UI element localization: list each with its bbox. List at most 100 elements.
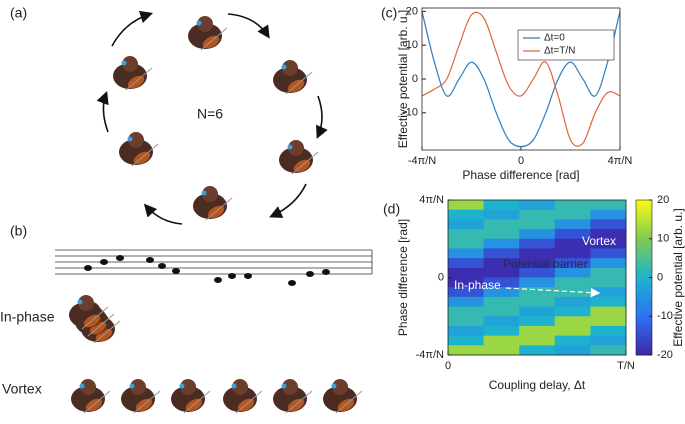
colorbar-step <box>636 215 652 220</box>
heat-cell <box>483 287 520 298</box>
colorbar-step <box>636 219 652 224</box>
heat-cell <box>519 306 556 317</box>
colorbar-step <box>636 312 652 317</box>
colorbar-step <box>636 320 652 325</box>
y-tick-label: 20 <box>406 5 418 17</box>
colorbar-step <box>636 254 652 259</box>
colorbar-step <box>636 351 652 356</box>
heat-cell <box>554 229 591 240</box>
legend-box <box>517 29 615 61</box>
colorbar-step <box>636 250 652 255</box>
heat-cell <box>590 335 627 346</box>
heat-cell <box>554 248 591 259</box>
heat-cell <box>554 287 591 298</box>
colorbar-tick-label: 10 <box>657 233 669 245</box>
heat-cell <box>483 238 520 249</box>
colorbar-step <box>636 281 652 286</box>
heat-cell <box>519 258 556 269</box>
colorbar-step <box>636 203 652 209</box>
annotation-arrow <box>505 287 601 298</box>
heat-cell <box>590 325 627 337</box>
heat-cell <box>519 296 556 308</box>
annotation: Potential barrier <box>503 257 588 271</box>
heat-cell <box>519 209 556 220</box>
y-tick-label: 0 <box>412 73 418 85</box>
heat-cell <box>519 316 556 327</box>
x-axis-label: Coupling delay, Δt <box>489 378 586 392</box>
panel-label: (a) <box>10 5 27 21</box>
heat-cell <box>448 316 485 327</box>
colorbar-label: Effective potential [arb. u.] <box>671 208 685 347</box>
heat-cell <box>448 258 485 269</box>
heat-cell <box>554 345 591 356</box>
colorbar-step <box>636 347 652 352</box>
colorbar-step <box>636 277 652 282</box>
x-tick-label: -4π/N <box>408 155 436 167</box>
heat-cell <box>448 219 485 230</box>
heat-cell <box>483 335 520 346</box>
heat-cell <box>448 277 485 288</box>
heat-cell <box>448 229 485 240</box>
heat-cell <box>483 316 520 327</box>
heat-cell <box>590 267 627 278</box>
colorbar-step <box>636 296 652 302</box>
heat-cell <box>590 238 627 249</box>
ring-count: N=6 <box>197 106 223 122</box>
heat-cell <box>554 267 591 278</box>
colorbar-step <box>636 339 652 344</box>
colorbar-step <box>636 316 652 321</box>
colorbar-tick-label: 0 <box>657 271 663 283</box>
heat-cell <box>590 277 627 288</box>
colorbar-step <box>636 289 652 294</box>
heat-cell <box>554 238 591 249</box>
heat-cell <box>483 248 520 259</box>
heat-cell <box>519 277 556 288</box>
heat-cell <box>519 229 556 240</box>
colorbar-step <box>636 262 652 267</box>
heat-cell <box>483 229 520 240</box>
heat-cell <box>519 325 556 337</box>
heat-cell <box>519 238 556 249</box>
heat-cell <box>554 306 591 317</box>
line-series <box>421 11 621 148</box>
heat-cell <box>448 209 485 220</box>
colorbar-step <box>636 273 652 278</box>
y-tick-label: 0 <box>438 271 444 283</box>
notes <box>84 255 330 286</box>
heat-cell <box>483 345 520 356</box>
heat-cell <box>448 287 485 298</box>
heat-cell <box>519 248 556 259</box>
x-tick-label: T/N <box>617 360 635 372</box>
colorbar-step <box>636 211 652 216</box>
colorbar-step <box>636 335 652 340</box>
colorbar-step <box>636 258 652 263</box>
heat-cell <box>483 258 520 269</box>
heat-cell <box>554 296 591 308</box>
heat-cell <box>448 335 485 346</box>
colorbar-step <box>636 246 652 251</box>
heat-cell <box>483 267 520 278</box>
heat-cell <box>448 238 485 249</box>
heat-cell <box>554 209 591 220</box>
heat-cell <box>483 209 520 220</box>
colorbar-step <box>636 308 652 313</box>
heat-cell <box>483 219 520 230</box>
colorbar-step <box>636 300 652 306</box>
heat-cell <box>590 229 627 240</box>
legend-label: Δt=0 <box>544 33 565 44</box>
panel-label: (d) <box>383 201 400 217</box>
colorbar-step <box>636 207 652 213</box>
heat-cell <box>590 200 627 211</box>
colorbar-step <box>636 285 652 290</box>
line-series <box>421 11 621 147</box>
colorbar-tick-label: -20 <box>657 349 673 361</box>
colorbar-step <box>636 331 652 337</box>
colorbar-step <box>636 343 652 348</box>
heat-cell <box>519 345 556 356</box>
colorbar-step <box>636 242 652 247</box>
heat-cell <box>590 287 627 298</box>
heat-cell <box>448 296 485 308</box>
annotation: Vortex <box>582 234 616 248</box>
colorbar-step <box>636 265 652 271</box>
